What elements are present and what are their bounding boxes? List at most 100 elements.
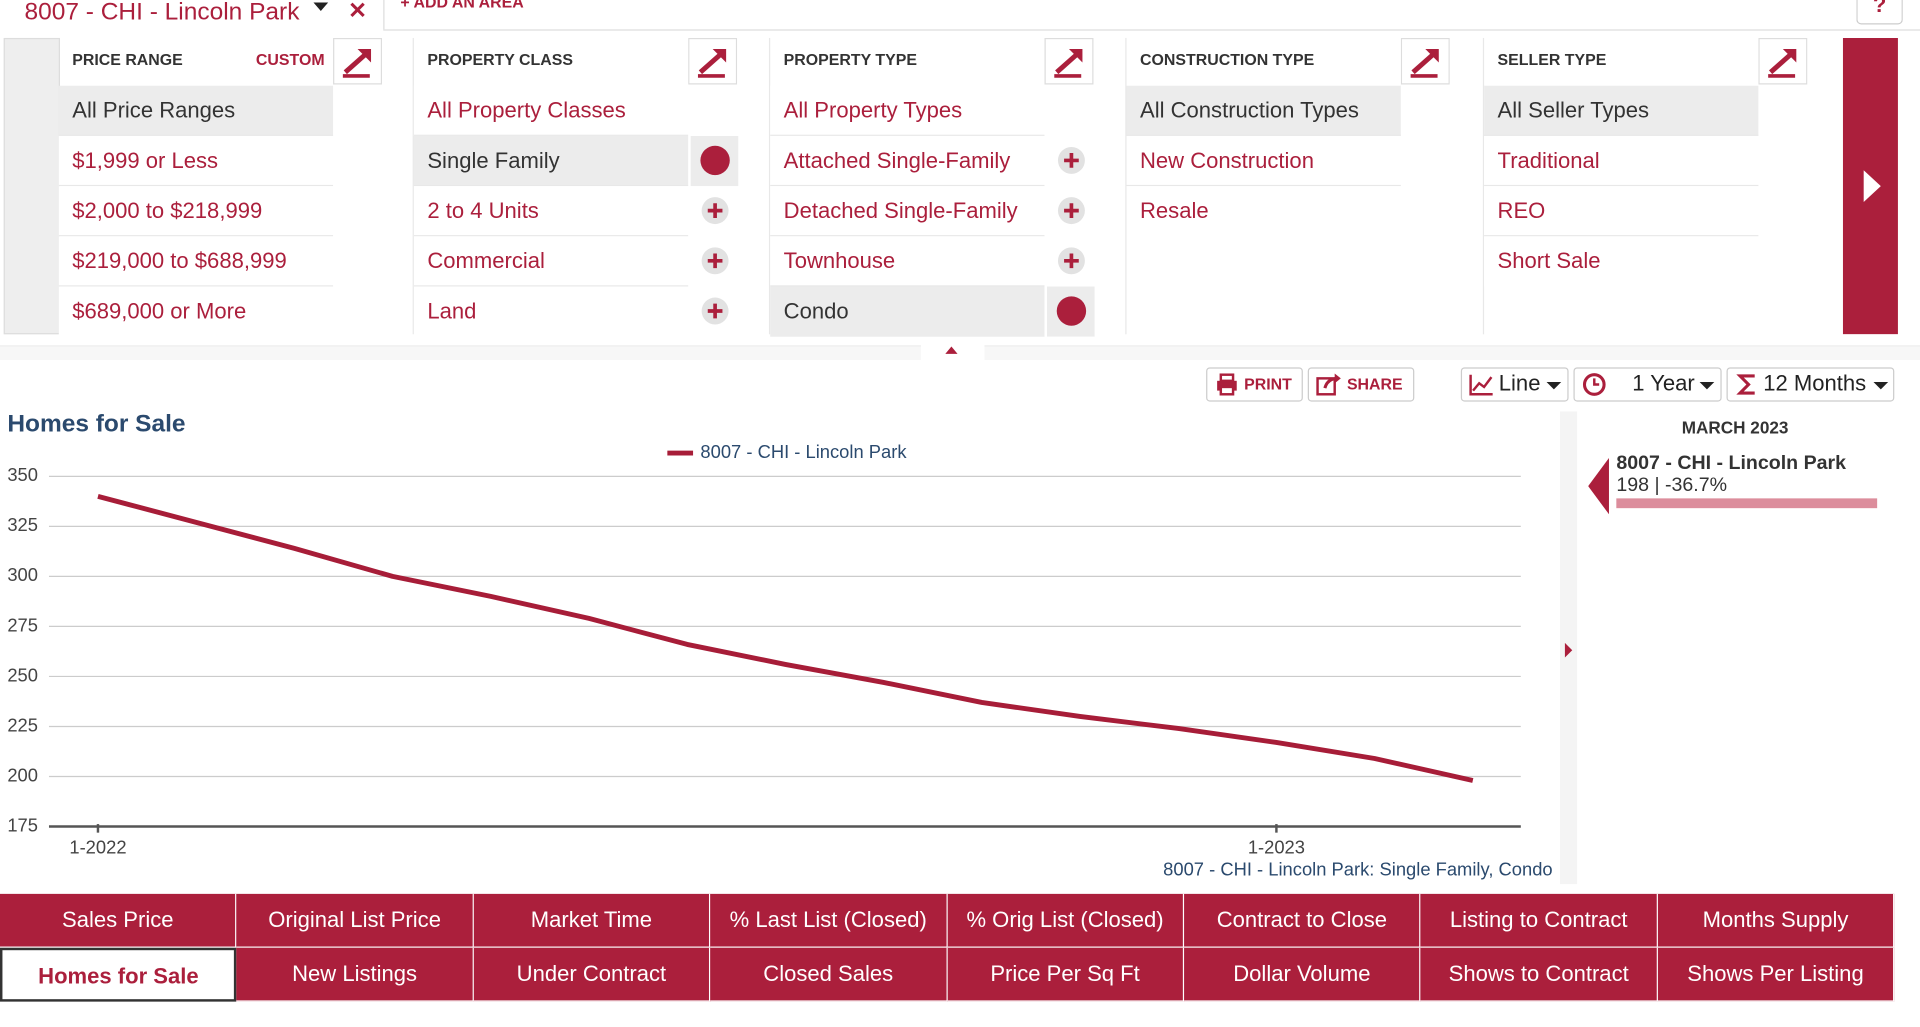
x-tick-label: 1-2023 bbox=[1248, 836, 1305, 857]
selected-indicator bbox=[690, 135, 739, 187]
column-divider bbox=[412, 37, 414, 335]
y-tick-label: 325 bbox=[7, 514, 38, 535]
filter-title: PRICE RANGE bbox=[72, 50, 183, 69]
metric-tab[interactable]: New Listings bbox=[236, 947, 474, 1002]
filter-left-strip bbox=[3, 37, 61, 335]
add-toggle bbox=[701, 247, 729, 275]
metric-tab[interactable]: % Last List (Closed) bbox=[710, 893, 948, 948]
top-border bbox=[383, 29, 1920, 31]
metric-tab[interactable]: Contract to Close bbox=[1184, 893, 1421, 948]
metric-tab[interactable]: Under Contract bbox=[473, 947, 711, 1002]
filter-item[interactable]: 2 to 4 Units bbox=[413, 186, 689, 237]
column-divider bbox=[768, 37, 771, 335]
filter-item[interactable]: Detached Single-Family bbox=[770, 186, 1045, 237]
filter-item[interactable]: $2,000 to $218,999 bbox=[58, 186, 334, 237]
legend-label: 8007 - CHI - Lincoln Park bbox=[700, 441, 907, 462]
button-icon bbox=[1469, 374, 1493, 396]
metric-tab[interactable]: Sales Price bbox=[0, 893, 237, 948]
metric-tab[interactable]: Months Supply bbox=[1657, 893, 1895, 948]
expand-icon bbox=[1758, 37, 1808, 85]
y-tick-label: 175 bbox=[7, 814, 38, 835]
filter-item[interactable]: $1,999 or Less bbox=[58, 135, 334, 187]
filter-title: SELLER TYPE bbox=[1497, 50, 1607, 69]
x-tick-label: 1-2022 bbox=[69, 836, 126, 857]
add-area-button[interactable]: + ADD AN AREA bbox=[400, 0, 524, 12]
filter-item[interactable]: All Seller Types bbox=[1484, 85, 1759, 136]
filter-item[interactable]: All Property Classes bbox=[413, 85, 689, 136]
filter-item[interactable]: $219,000 to $688,999 bbox=[58, 236, 334, 287]
dropdown-caret bbox=[313, 2, 329, 12]
filter-item[interactable]: All Property Types bbox=[770, 85, 1045, 136]
button-icon bbox=[1217, 373, 1237, 396]
tooltip-pointer bbox=[1588, 457, 1609, 515]
filter-item[interactable]: REO bbox=[1484, 186, 1759, 237]
help-button[interactable]: ? bbox=[1856, 0, 1903, 25]
filter-item[interactable]: New Construction bbox=[1126, 135, 1401, 187]
y-tick-label: 225 bbox=[7, 714, 38, 735]
tooltip-name: 8007 - CHI - Lincoln Park bbox=[1616, 453, 1847, 474]
expand-icon bbox=[1044, 37, 1094, 85]
add-toggle bbox=[701, 197, 729, 225]
filter-item[interactable]: Attached Single-Family bbox=[770, 135, 1045, 187]
filter-item[interactable]: All Construction Types bbox=[1126, 85, 1401, 136]
metric-tab[interactable]: Shows to Contract bbox=[1420, 947, 1658, 1002]
metric-tab[interactable]: Original List Price bbox=[236, 893, 474, 948]
print-label[interactable]: PRINT bbox=[1244, 374, 1292, 394]
filter-item[interactable]: Traditional bbox=[1484, 135, 1759, 187]
y-tick-label: 250 bbox=[7, 664, 38, 685]
metric-tab[interactable]: Dollar Volume bbox=[1184, 947, 1421, 1002]
share-label[interactable]: SHARE bbox=[1346, 374, 1403, 394]
expand-icon bbox=[333, 37, 383, 85]
area-tab[interactable]: 8007 - CHI - Lincoln Park bbox=[24, 0, 300, 26]
add-toggle bbox=[1057, 197, 1085, 225]
tab-divider bbox=[383, 0, 385, 30]
add-toggle bbox=[1057, 146, 1085, 174]
tooltip-date: MARCH 2023 bbox=[1681, 417, 1789, 438]
tooltip-value: 198 | -36.7% bbox=[1616, 475, 1728, 496]
expand-icon bbox=[1400, 37, 1450, 85]
scroll-right-button bbox=[1842, 37, 1898, 335]
toolbar-button[interactable] bbox=[1726, 367, 1895, 402]
metric-tab[interactable]: Market Time bbox=[473, 893, 711, 948]
column-divider bbox=[1125, 37, 1127, 335]
metric-tab[interactable]: Price Per Sq Ft bbox=[947, 947, 1185, 1002]
filter-item[interactable]: Land bbox=[413, 286, 689, 337]
y-tick-label: 200 bbox=[7, 764, 38, 785]
selected-indicator bbox=[1046, 286, 1095, 337]
data-line bbox=[97, 493, 1474, 783]
y-tick-label: 300 bbox=[7, 564, 38, 585]
filter-item[interactable]: Townhouse bbox=[770, 236, 1045, 287]
metric-tab[interactable]: % Orig List (Closed) bbox=[947, 893, 1185, 948]
filter-title: CONSTRUCTION TYPE bbox=[1140, 50, 1315, 69]
metric-tab[interactable]: Shows Per Listing bbox=[1657, 947, 1895, 1002]
metric-tab[interactable]: Listing to Contract bbox=[1420, 893, 1658, 948]
chart-title: Homes for Sale bbox=[7, 410, 185, 437]
button-icon bbox=[1582, 373, 1606, 396]
button-icon bbox=[1736, 374, 1755, 395]
filter-item[interactable]: $689,000 or More bbox=[58, 286, 334, 337]
filter-item[interactable]: Short Sale bbox=[1484, 236, 1759, 287]
metric-tab[interactable]: Closed Sales bbox=[710, 947, 948, 1002]
tooltip-bar bbox=[1616, 498, 1878, 509]
metric-tab[interactable]: Homes for Sale bbox=[0, 947, 237, 1002]
dropdown-caret bbox=[1699, 382, 1715, 390]
filter-title: PROPERTY CLASS bbox=[427, 50, 574, 69]
period-label[interactable]: 1 Year bbox=[1632, 371, 1695, 396]
y-tick-label: 275 bbox=[7, 614, 38, 635]
dropdown-caret bbox=[1546, 382, 1562, 390]
custom-button[interactable]: CUSTOM bbox=[255, 50, 325, 69]
aggregation-label[interactable]: 12 Months bbox=[1763, 371, 1867, 396]
panel-toggle-arrow bbox=[1564, 642, 1573, 658]
filter-item[interactable]: Resale bbox=[1126, 186, 1401, 237]
filter-title: PROPERTY TYPE bbox=[783, 50, 917, 69]
filter-item[interactable]: Single Family bbox=[413, 135, 689, 187]
chart-type-label[interactable]: Line bbox=[1498, 371, 1541, 396]
collapse-button bbox=[920, 342, 985, 361]
filter-item[interactable]: All Price Ranges bbox=[58, 85, 334, 136]
filter-item[interactable]: Commercial bbox=[413, 236, 689, 287]
filter-item[interactable]: Condo bbox=[770, 286, 1045, 337]
chart-footnote: 8007 - CHI - Lincoln Park: Single Family… bbox=[1163, 858, 1552, 879]
add-toggle bbox=[1057, 247, 1085, 275]
close-icon bbox=[350, 2, 365, 18]
